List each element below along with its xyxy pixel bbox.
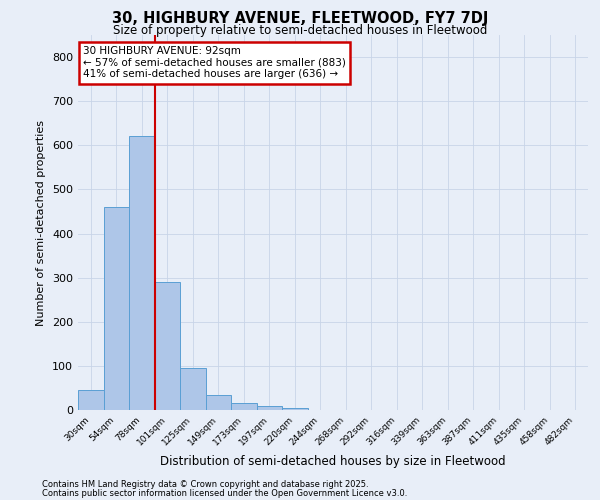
Bar	[257, 406, 282, 410]
Bar	[231, 404, 257, 410]
Text: Contains HM Land Registry data © Crown copyright and database right 2025.: Contains HM Land Registry data © Crown c…	[42, 480, 368, 489]
Bar	[180, 368, 205, 410]
Bar	[155, 282, 180, 410]
X-axis label: Distribution of semi-detached houses by size in Fleetwood: Distribution of semi-detached houses by …	[160, 456, 506, 468]
Y-axis label: Number of semi-detached properties: Number of semi-detached properties	[37, 120, 46, 326]
Bar	[205, 394, 231, 410]
Bar	[78, 390, 104, 410]
Text: 30, HIGHBURY AVENUE, FLEETWOOD, FY7 7DJ: 30, HIGHBURY AVENUE, FLEETWOOD, FY7 7DJ	[112, 11, 488, 26]
Text: 30 HIGHBURY AVENUE: 92sqm
← 57% of semi-detached houses are smaller (883)
41% of: 30 HIGHBURY AVENUE: 92sqm ← 57% of semi-…	[83, 46, 346, 80]
Text: Size of property relative to semi-detached houses in Fleetwood: Size of property relative to semi-detach…	[113, 24, 487, 37]
Bar	[282, 408, 308, 410]
Bar	[104, 207, 129, 410]
Bar	[129, 136, 155, 410]
Text: Contains public sector information licensed under the Open Government Licence v3: Contains public sector information licen…	[42, 488, 407, 498]
